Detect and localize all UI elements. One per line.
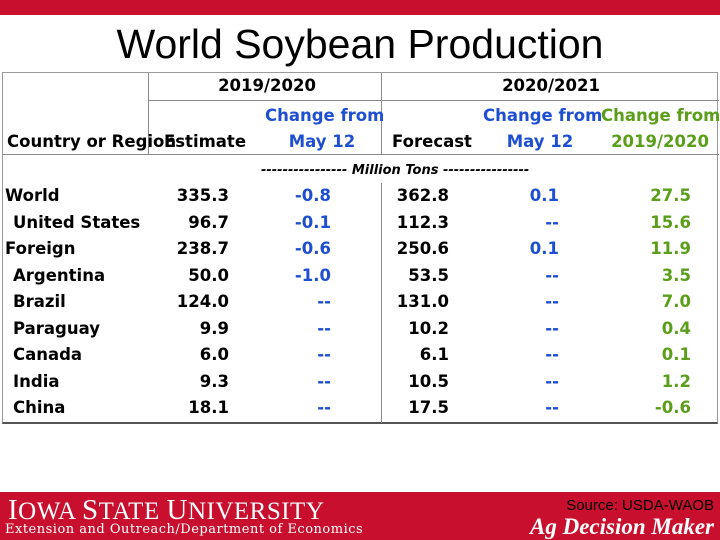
row-forecast: 362.8 (396, 186, 449, 205)
header-change-may12-2020-line2: May 12 (506, 132, 574, 151)
body-divider-years (381, 183, 382, 423)
slide-title: World Soybean Production (116, 21, 604, 67)
header-divider-country (148, 73, 149, 154)
row-change-may12-2019: -- (317, 318, 331, 338)
department-label: Extension and Outreach/Department of Eco… (5, 522, 364, 537)
row-change-may12-2020: 0.1 (529, 239, 559, 258)
table-row: Argentina 50.0 -1.0 53.5 -- 3.5 (3, 263, 719, 289)
ag-decision-maker-brand: Ag Decision Maker (530, 514, 714, 539)
table-row: China 18.1 -- 17.5 -- -0.6 (3, 395, 719, 421)
row-estimate: 9.3 (199, 371, 229, 391)
row-country: Canada (13, 345, 83, 364)
units-label: ---------------- Million Tons ----------… (261, 163, 530, 178)
source-label: Source: USDA-WAOB (566, 497, 714, 514)
header-forecast: Forecast (392, 132, 472, 151)
header-change-prev-year-line2: 2019/2020 (611, 132, 709, 151)
row-estimate: 9.9 (199, 318, 229, 338)
row-change-may12-2019: -- (317, 371, 331, 391)
table-row: Brazil 124.0 -- 131.0 -- 7.0 (3, 289, 719, 315)
row-country: Brazil (13, 292, 66, 311)
row-country: World (5, 186, 60, 205)
row-forecast: 6.1 (419, 345, 449, 364)
row-change-may12-2020: -- (545, 398, 559, 417)
top-accent-bar (0, 0, 720, 15)
row-change-may12-2020: 0.1 (529, 186, 559, 205)
row-change-may12-2019: -- (317, 398, 331, 417)
table-row: Canada 6.0 -- 6.1 -- 0.1 (3, 342, 719, 368)
row-forecast: 17.5 (408, 398, 449, 417)
row-change-prev-year: 0.1 (661, 345, 691, 364)
row-forecast: 131.0 (396, 292, 449, 311)
row-forecast: 10.2 (408, 318, 449, 338)
row-country: Argentina (13, 265, 106, 285)
table-row: Paraguay 9.9 -- 10.2 -- 0.4 (3, 316, 719, 342)
row-change-may12-2019: -- (317, 345, 331, 364)
row-change-may12-2019: -- (317, 292, 331, 311)
row-forecast: 10.5 (408, 371, 449, 391)
row-country: Foreign (5, 239, 76, 258)
row-country: United States (13, 212, 141, 232)
header-change-may12-2019-line2: May 12 (288, 132, 356, 151)
header-group-2020-2021: 2020/2021 (502, 76, 600, 95)
header-estimate: Estimate (163, 132, 247, 151)
row-change-prev-year: 15.6 (650, 212, 691, 232)
row-change-may12-2020: -- (545, 292, 559, 311)
row-change-prev-year: 7.0 (661, 292, 691, 311)
row-estimate: 238.7 (176, 239, 229, 258)
row-change-may12-2020: -- (545, 371, 559, 391)
row-estimate: 124.0 (176, 292, 229, 311)
header-group-underline (148, 100, 719, 101)
row-change-may12-2019: -0.6 (294, 239, 331, 258)
row-change-may12-2020: -- (545, 265, 559, 285)
row-estimate: 96.7 (188, 212, 229, 232)
row-change-may12-2019: -0.8 (294, 186, 331, 205)
row-estimate: 335.3 (176, 186, 229, 205)
row-change-may12-2019: -0.1 (294, 212, 331, 232)
header-change-may12-2019-line1: Change from (265, 106, 385, 125)
row-change-prev-year: 11.9 (650, 239, 691, 258)
row-change-prev-year: 27.5 (650, 186, 691, 205)
footer-bar: IOWA STATE UNIVERSITY Extension and Outr… (0, 492, 720, 540)
header-divider-years (381, 73, 382, 154)
row-country: India (13, 371, 60, 391)
header-change-prev-year-line1: Change from (601, 106, 720, 125)
production-table: 2019/2020 2020/2021 Country or Region Es… (2, 72, 720, 424)
table-row: World 335.3 -0.8 362.8 0.1 27.5 (3, 183, 719, 209)
row-change-prev-year: -0.6 (654, 398, 691, 417)
header-bottom-line (3, 154, 719, 155)
row-estimate: 6.0 (199, 345, 229, 364)
row-estimate: 50.0 (188, 265, 229, 285)
row-change-may12-2020: -- (545, 318, 559, 338)
table-row: India 9.3 -- 10.5 -- 1.2 (3, 369, 719, 395)
header-group-2019-2020: 2019/2020 (218, 76, 316, 95)
row-change-may12-2020: -- (545, 345, 559, 364)
row-country: Paraguay (13, 318, 100, 338)
header-country-or-region: Country or Region (7, 132, 177, 151)
row-forecast: 250.6 (396, 239, 449, 258)
table-row: United States 96.7 -0.1 112.3 -- 15.6 (3, 210, 719, 236)
row-change-prev-year: 1.2 (661, 371, 691, 391)
row-country: China (13, 398, 66, 417)
row-change-may12-2020: -- (545, 212, 559, 232)
row-change-prev-year: 3.5 (661, 265, 691, 285)
header-change-may12-2020-line1: Change from (483, 106, 603, 125)
table-row: Foreign 238.7 -0.6 250.6 0.1 11.9 (3, 236, 719, 262)
row-change-may12-2019: -1.0 (294, 265, 331, 285)
row-change-prev-year: 0.4 (661, 318, 691, 338)
row-forecast: 112.3 (396, 212, 449, 232)
row-estimate: 18.1 (188, 398, 229, 417)
university-logo: IOWA STATE UNIVERSITY (8, 494, 325, 526)
row-forecast: 53.5 (408, 265, 449, 285)
